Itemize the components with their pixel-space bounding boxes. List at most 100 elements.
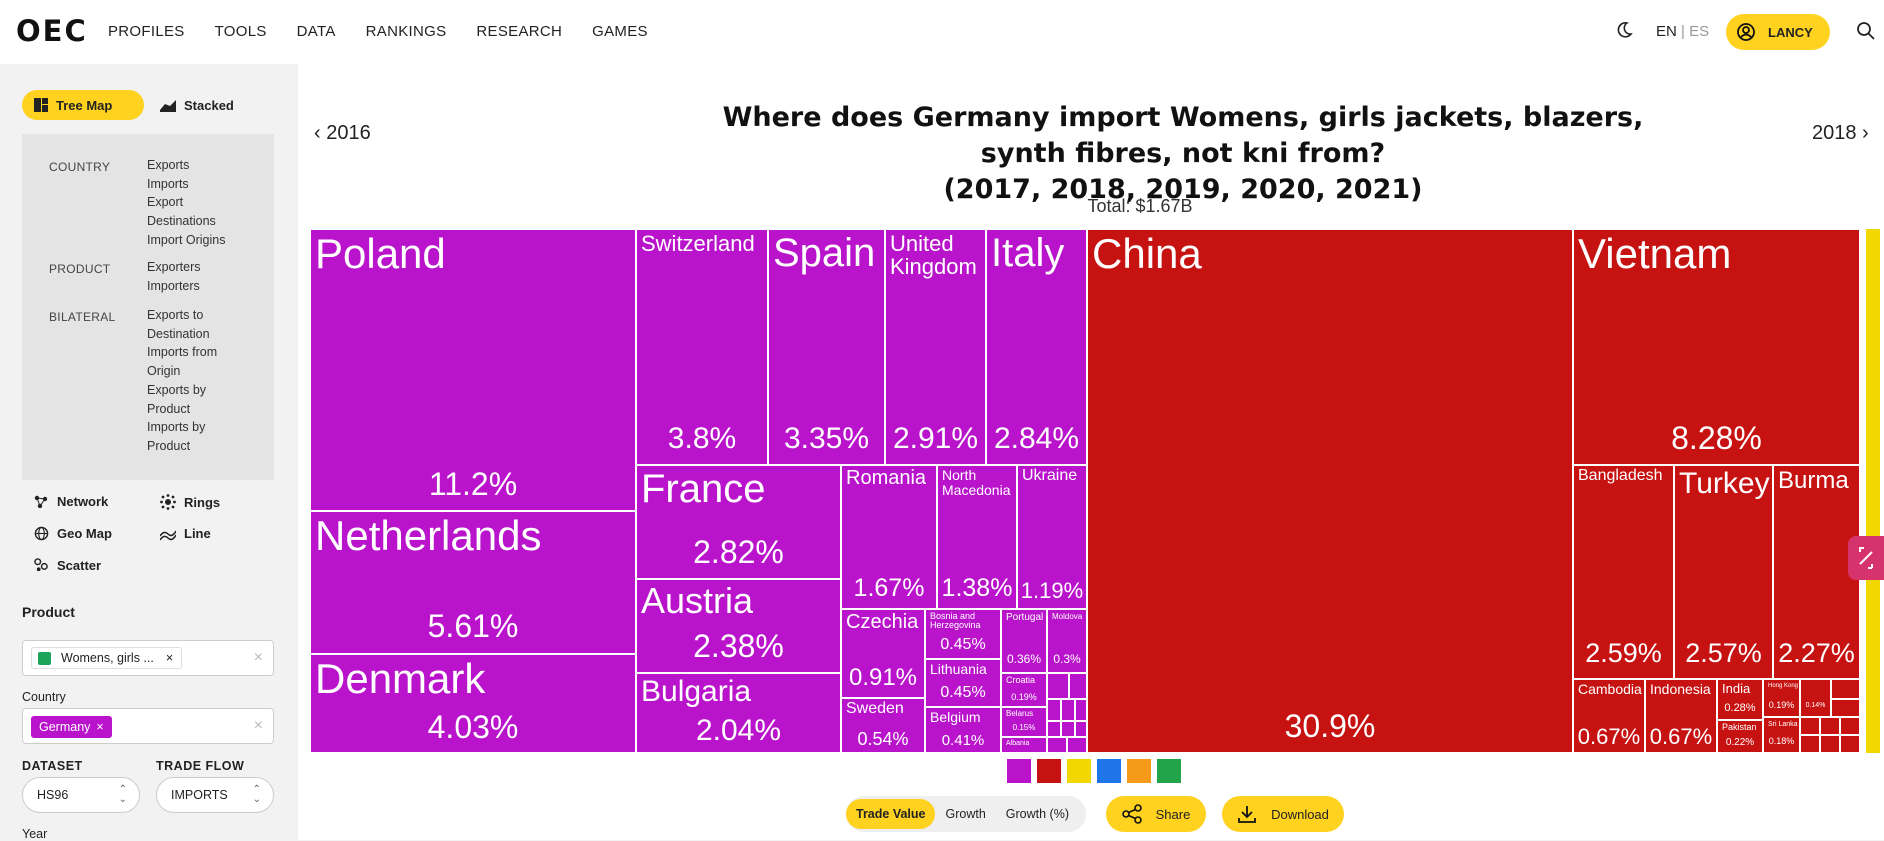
treemap-cell-small[interactable] (1840, 717, 1860, 735)
menu-item[interactable]: Exports to (147, 308, 204, 322)
treemap-cell-small[interactable] (1820, 735, 1840, 753)
treemap-cell-small[interactable] (1061, 721, 1075, 737)
nav-research[interactable]: RESEARCH (476, 23, 563, 40)
treemap-cell-netherlands[interactable]: Netherlands 5.61% (310, 511, 636, 654)
treemap-cell-switzerland[interactable]: Switzerland 3.8% (636, 229, 768, 465)
treemap-cell-small[interactable] (1831, 679, 1860, 699)
menu-item[interactable]: Imports (147, 176, 189, 191)
country-select[interactable]: Germany × × (22, 708, 274, 744)
treemap-cell-hong-kong[interactable]: Hong Kong 0.19% (1763, 679, 1800, 717)
clear-product-icon[interactable]: × (253, 649, 263, 666)
treemap-cell-north-macedonia[interactable]: North Macedonia 1.38% (937, 465, 1017, 609)
dark-mode-moon-icon[interactable] (1614, 20, 1634, 40)
expand-fullscreen-button[interactable] (1848, 536, 1884, 580)
treemap-cell-spain[interactable]: Spain 3.35% (768, 229, 885, 465)
treemap-cell-bulgaria[interactable]: Bulgaria 2.04% (636, 673, 841, 753)
nav-data[interactable]: DATA (296, 23, 336, 40)
africa-region-icon[interactable] (1067, 759, 1091, 783)
north-america-region-icon[interactable] (1097, 759, 1121, 783)
treemap-cell-small[interactable] (1800, 735, 1820, 753)
south-america-region-icon[interactable] (1157, 759, 1181, 783)
treemap-cell-pakistan[interactable]: Pakistan 0.22% (1717, 720, 1763, 753)
treemap-cell-vietnam[interactable]: Vietnam 8.28% (1573, 229, 1860, 465)
treemap-cell-burma[interactable]: Burma 2.27% (1773, 465, 1860, 679)
menu-item[interactable]: Origin (147, 364, 181, 379)
search-icon[interactable] (1856, 21, 1876, 41)
next-year-link[interactable]: 2018 › (1812, 122, 1869, 145)
viz-treemap-button[interactable]: Tree Map (22, 90, 144, 120)
treemap-cell-cambodia[interactable]: Cambodia 0.67% (1573, 679, 1645, 753)
product-select[interactable]: Womens, girls ... × × (22, 640, 274, 676)
treemap-cell-china[interactable]: China 30.9% (1087, 229, 1573, 753)
menu-item[interactable]: Import Origins (147, 232, 226, 247)
treemap-cell-romania[interactable]: Romania 1.67% (841, 465, 937, 609)
treemap-cell-small[interactable] (1067, 737, 1087, 753)
dataset-select[interactable]: HS96 ⌃ ⌄ (22, 777, 140, 813)
treemap-cell-ukraine[interactable]: Ukraine 1.19% (1017, 465, 1087, 609)
treemap-cell-small[interactable] (1840, 735, 1860, 753)
viz-stacked-button[interactable]: Stacked (158, 90, 268, 120)
treemap-cell-small[interactable] (1047, 699, 1061, 721)
remove-country-icon[interactable]: × (96, 720, 104, 734)
menu-item[interactable]: Imports by (147, 420, 206, 435)
asia-region-icon[interactable] (1037, 759, 1061, 783)
lang-en[interactable]: EN (1656, 23, 1677, 40)
menu-item[interactable]: Exports by (147, 382, 207, 397)
treemap-cell-indonesia[interactable]: Indonesia 0.67% (1645, 679, 1717, 753)
tradeflow-select[interactable]: IMPORTS ⌃ ⌄ (156, 777, 274, 813)
treemap-cell-belgium[interactable]: Belgium 0.41% (925, 707, 1001, 753)
treemap-cell-small[interactable] (1047, 673, 1069, 699)
menu-item[interactable]: Exports (147, 158, 190, 172)
menu-item[interactable]: Exporters (147, 260, 201, 274)
tab-growth-percent[interactable]: Growth (%) (1005, 807, 1069, 821)
treemap-cell-united-kingdom[interactable]: United Kingdom 2.91% (885, 229, 986, 465)
treemap-cell-bangladesh[interactable]: Bangladesh 2.59% (1573, 465, 1674, 679)
treemap-cell-croatia[interactable]: Croatia 0.19% (1001, 673, 1047, 707)
treemap-cell-small[interactable] (1820, 717, 1840, 735)
lang-es[interactable]: ES (1689, 23, 1710, 40)
treemap-cell-small[interactable] (1831, 699, 1860, 717)
treemap-cell-poland[interactable]: Poland 11.2% (310, 229, 636, 511)
treemap-cell-small[interactable]: 0.14% (1800, 679, 1831, 717)
viz-geomap-button[interactable]: Geo Map (34, 526, 112, 541)
share-button[interactable]: Share (1106, 796, 1206, 832)
treemap-cell-small[interactable] (1047, 721, 1061, 737)
viz-rings-button[interactable]: Rings (160, 494, 220, 510)
menu-item[interactable]: Destination (147, 326, 210, 341)
menu-item[interactable]: Product (147, 438, 191, 453)
user-account-button[interactable]: LANCY (1726, 14, 1830, 50)
treemap-cell-moldova[interactable]: Moldova 0.3% (1047, 609, 1087, 673)
menu-item[interactable]: Destinations (147, 214, 216, 229)
europe-region-icon[interactable] (1007, 759, 1031, 783)
tab-growth[interactable]: Growth (945, 807, 986, 821)
nav-rankings[interactable]: RANKINGS (365, 23, 447, 40)
treemap-cell-small[interactable] (1075, 699, 1087, 721)
nav-profiles[interactable]: PROFILES (108, 23, 185, 40)
treemap-cell-italy[interactable]: Italy 2.84% (986, 229, 1087, 465)
nav-games[interactable]: GAMES (592, 23, 648, 40)
treemap-cell-belarus[interactable]: Belarus 0.15% (1001, 707, 1047, 737)
viz-line-button[interactable]: Line (160, 526, 211, 541)
remove-product-icon[interactable]: × (165, 651, 174, 665)
menu-item[interactable]: Imports from (147, 345, 218, 360)
menu-item[interactable]: Export (147, 195, 184, 210)
treemap-cell-small[interactable] (1061, 699, 1075, 721)
viz-network-button[interactable]: Network (34, 494, 108, 509)
tab-trade-value[interactable]: Trade Value (846, 799, 936, 829)
menu-item[interactable]: Product (147, 401, 191, 416)
viz-scatter-button[interactable]: Scatter (34, 558, 101, 573)
menu-item[interactable]: Importers (147, 278, 200, 293)
treemap-cell-bosnia-and-herzegovina[interactable]: Bosnia and Herzegovina 0.45% (925, 609, 1001, 659)
treemap-cell-czechia[interactable]: Czechia 0.91% (841, 609, 925, 698)
prev-year-link[interactable]: ‹ 2016 (314, 122, 371, 145)
treemap-cell-denmark[interactable]: Denmark 4.03% (310, 654, 636, 753)
language-switcher[interactable]: EN | ES (1656, 23, 1709, 40)
treemap-cell-portugal[interactable]: Portugal 0.36% (1001, 609, 1047, 673)
treemap-cell-small[interactable] (1800, 717, 1820, 735)
treemap-cell-india[interactable]: India 0.28% (1717, 679, 1763, 720)
treemap-other-regions-strip[interactable] (1866, 229, 1880, 753)
treemap-cell-lithuania[interactable]: Lithuania 0.45% (925, 659, 1001, 707)
clear-country-icon[interactable]: × (253, 717, 263, 734)
oceania-region-icon[interactable] (1127, 759, 1151, 783)
treemap-cell-small[interactable] (1075, 721, 1087, 737)
